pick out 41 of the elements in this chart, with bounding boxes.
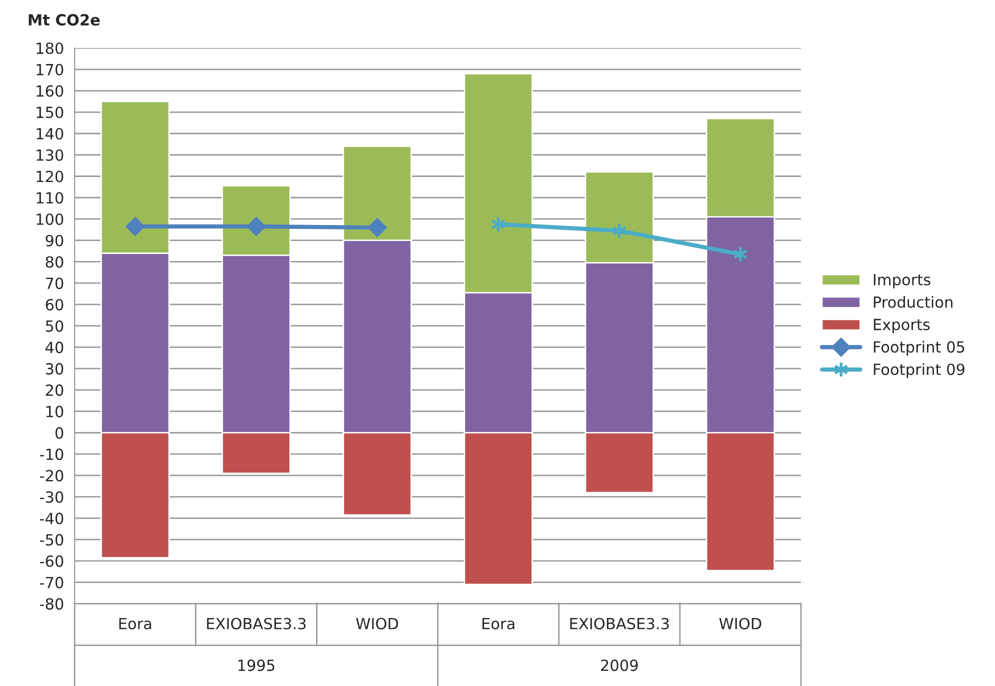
legend-label: Exports <box>874 318 930 334</box>
y-tick-label: 70 <box>46 278 64 290</box>
y-tick-label: 100 <box>36 213 64 226</box>
y-tick-label: 30 <box>46 363 64 375</box>
y-tick-label: 50 <box>46 320 64 332</box>
x-tick-label: EXIOBASE3.3 <box>207 618 306 630</box>
y-tick-label: -10 <box>40 448 64 460</box>
x-tick-label: Eora <box>119 618 152 630</box>
y-tick-label: -80 <box>40 598 64 610</box>
legend-label: Production <box>874 296 952 308</box>
y-tick-label: 150 <box>36 106 64 118</box>
y-tick-label: -50 <box>40 534 64 546</box>
y-tick-label: -40 <box>40 512 64 524</box>
legend-label: Footprint 09 <box>874 363 964 378</box>
x-tick-label: Eora <box>482 618 514 630</box>
y-tick-label: -20 <box>40 470 64 482</box>
y-tick-label: 120 <box>36 170 64 182</box>
y-axis-title: Mt CO2e <box>28 14 100 26</box>
y-tick-label: 170 <box>36 64 64 76</box>
y-tick-label: 10 <box>46 406 64 418</box>
y-tick-label: 40 <box>46 342 64 354</box>
y-tick-label: -70 <box>40 576 64 588</box>
text: 2009 <box>601 660 638 672</box>
y-tick-label: 0 <box>55 427 64 439</box>
y-tick-label: 90 <box>46 234 64 246</box>
y-tick-label: 110 <box>36 192 64 204</box>
y-tick-label: 130 <box>36 149 64 161</box>
x-tick-label: EXIOBASE3.3 <box>570 618 669 630</box>
y-tick-label: 80 <box>46 256 64 268</box>
y-tick-label: 180 <box>36 42 64 54</box>
y-tick-label: 60 <box>46 298 64 310</box>
y-tick-label: 140 <box>36 128 64 140</box>
y-tick-label: -30 <box>40 491 64 503</box>
x-tick-label: WIOD <box>356 618 398 630</box>
x-tick-label: WIOD <box>719 618 762 630</box>
text: 1995 <box>238 660 274 672</box>
legend-label: Imports <box>874 274 930 288</box>
legend-label: Footprint 05 <box>874 340 964 356</box>
y-tick-label: 160 <box>36 85 64 97</box>
y-tick-label: 20 <box>46 384 64 396</box>
y-tick-label: -60 <box>40 555 64 567</box>
